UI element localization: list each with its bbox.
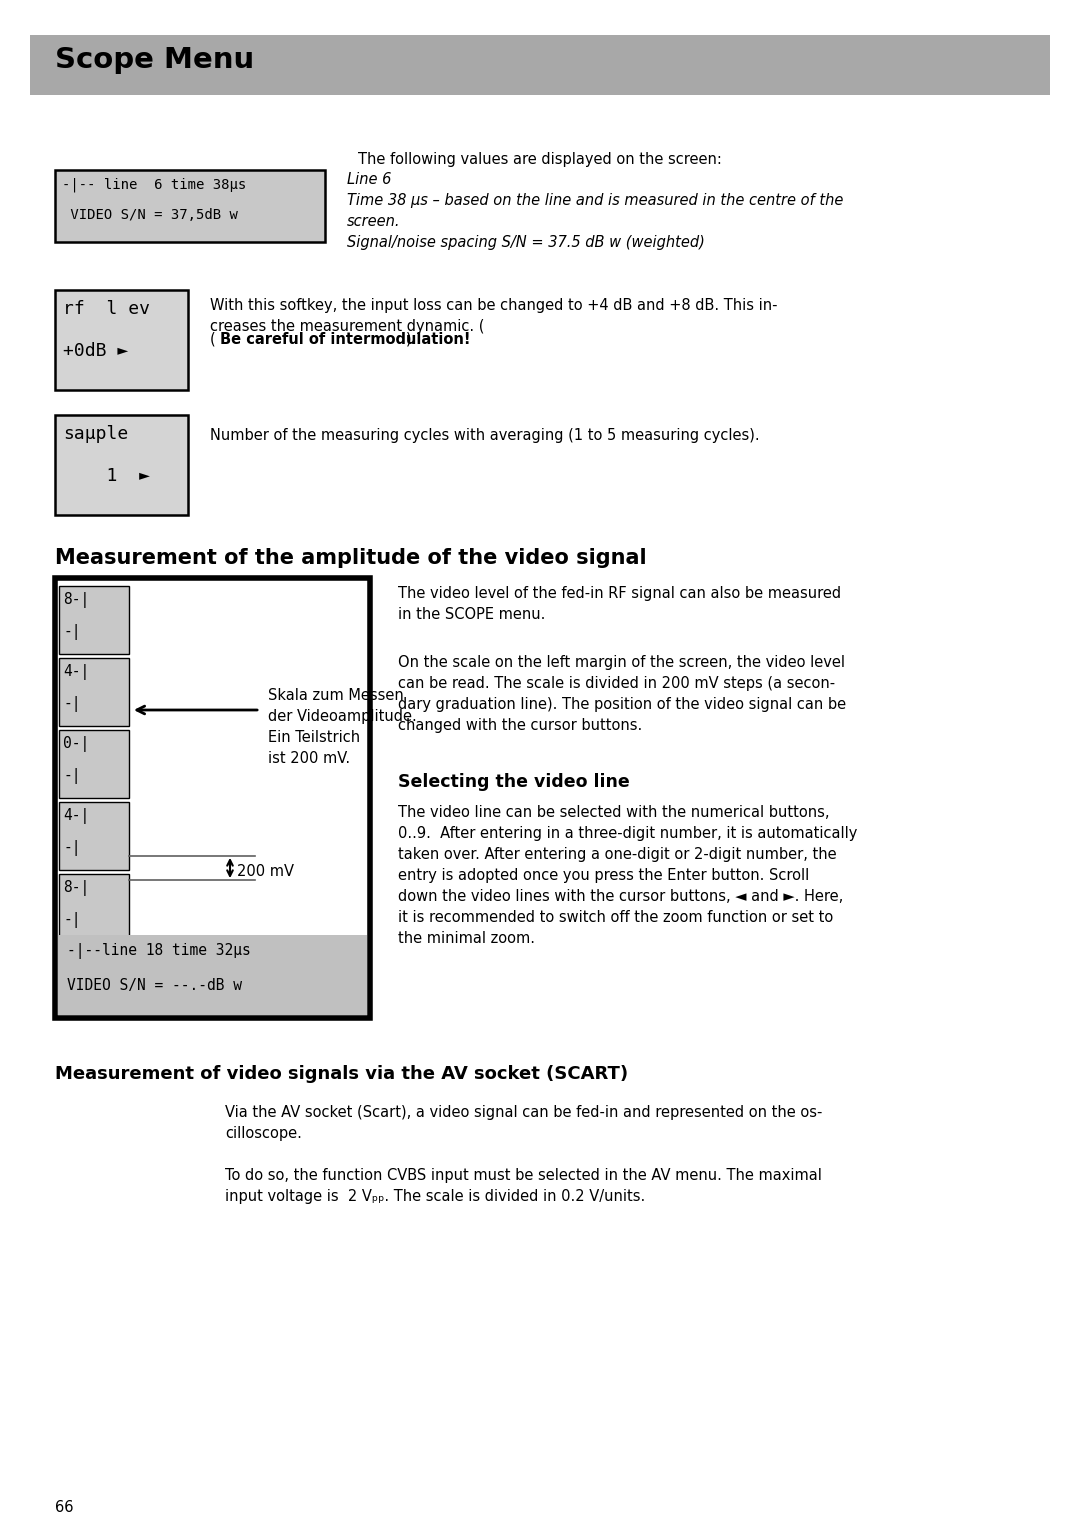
Text: Number of the measuring cycles with averaging (1 to 5 measuring cycles).: Number of the measuring cycles with aver… bbox=[210, 428, 759, 443]
Text: (: ( bbox=[210, 332, 216, 347]
Text: 1  ►: 1 ► bbox=[63, 468, 150, 484]
Text: Selecting the video line: Selecting the video line bbox=[399, 773, 630, 792]
Text: 8-|: 8-| bbox=[63, 591, 90, 608]
Text: VIDEO S/N = 37,5dB w: VIDEO S/N = 37,5dB w bbox=[62, 208, 238, 222]
Text: -|: -| bbox=[63, 912, 81, 927]
Text: Line 6: Line 6 bbox=[347, 173, 391, 186]
Text: The following values are displayed on the screen:: The following values are displayed on th… bbox=[359, 151, 721, 167]
Text: Be careful of intermodulation!: Be careful of intermodulation! bbox=[220, 332, 471, 347]
Bar bbox=[59, 587, 129, 654]
Text: The video level of the fed-in RF signal can also be measured
in the SCOPE menu.: The video level of the fed-in RF signal … bbox=[399, 587, 841, 622]
Bar bbox=[59, 730, 129, 798]
Text: Measurement of video signals via the AV socket (SCART): Measurement of video signals via the AV … bbox=[55, 1065, 629, 1083]
Text: 66: 66 bbox=[55, 1500, 73, 1514]
Text: -|: -| bbox=[63, 623, 81, 640]
Text: +0dB ►: +0dB ► bbox=[63, 342, 129, 361]
Text: Time 38 μs – based on the line and is measured in the centre of the
screen.
Sign: Time 38 μs – based on the line and is me… bbox=[347, 193, 843, 251]
Text: 200 mV: 200 mV bbox=[237, 865, 294, 880]
Text: Skala zum Messen
der Videoamplitude.
Ein Teilstrich
ist 200 mV.: Skala zum Messen der Videoamplitude. Ein… bbox=[268, 688, 417, 766]
Text: On the scale on the left margin of the screen, the video level
can be read. The : On the scale on the left margin of the s… bbox=[399, 656, 846, 733]
Text: saμple: saμple bbox=[63, 425, 129, 443]
Text: rf  l ev: rf l ev bbox=[63, 299, 150, 318]
Bar bbox=[55, 290, 188, 390]
Text: 4-|: 4-| bbox=[63, 808, 90, 824]
Text: ).: ). bbox=[406, 332, 417, 347]
Text: Measurement of the amplitude of the video signal: Measurement of the amplitude of the vide… bbox=[55, 549, 647, 568]
Text: -|: -| bbox=[63, 695, 81, 712]
Text: VIDEO S/N = --.-dB w: VIDEO S/N = --.-dB w bbox=[67, 978, 242, 993]
Bar bbox=[55, 578, 370, 1018]
Text: -|: -| bbox=[63, 840, 81, 856]
Text: -|--line 18 time 32μs: -|--line 18 time 32μs bbox=[67, 943, 251, 960]
Text: With this softkey, the input loss can be changed to +4 dB and +8 dB. This in-
cr: With this softkey, the input loss can be… bbox=[210, 298, 778, 335]
Text: Via the AV socket (Scart), a video signal can be fed-in and represented on the o: Via the AV socket (Scart), a video signa… bbox=[225, 1105, 822, 1141]
Text: Scope Menu: Scope Menu bbox=[55, 46, 254, 73]
Text: 4-|: 4-| bbox=[63, 665, 90, 680]
Text: 8-|: 8-| bbox=[63, 880, 90, 895]
Bar bbox=[55, 416, 188, 515]
Bar bbox=[59, 874, 129, 941]
Bar bbox=[58, 935, 367, 1015]
Text: -|: -| bbox=[63, 769, 81, 784]
Bar bbox=[55, 170, 325, 241]
Bar bbox=[59, 802, 129, 869]
Bar bbox=[30, 35, 1050, 95]
Bar bbox=[59, 659, 129, 726]
Text: The video line can be selected with the numerical buttons,
0..9.  After entering: The video line can be selected with the … bbox=[399, 805, 858, 946]
Text: 0-|: 0-| bbox=[63, 736, 90, 752]
Text: To do so, the function CVBS input must be selected in the AV menu. The maximal
i: To do so, the function CVBS input must b… bbox=[225, 1167, 822, 1204]
Text: -|-- line  6 time 38μs: -|-- line 6 time 38μs bbox=[62, 177, 246, 193]
